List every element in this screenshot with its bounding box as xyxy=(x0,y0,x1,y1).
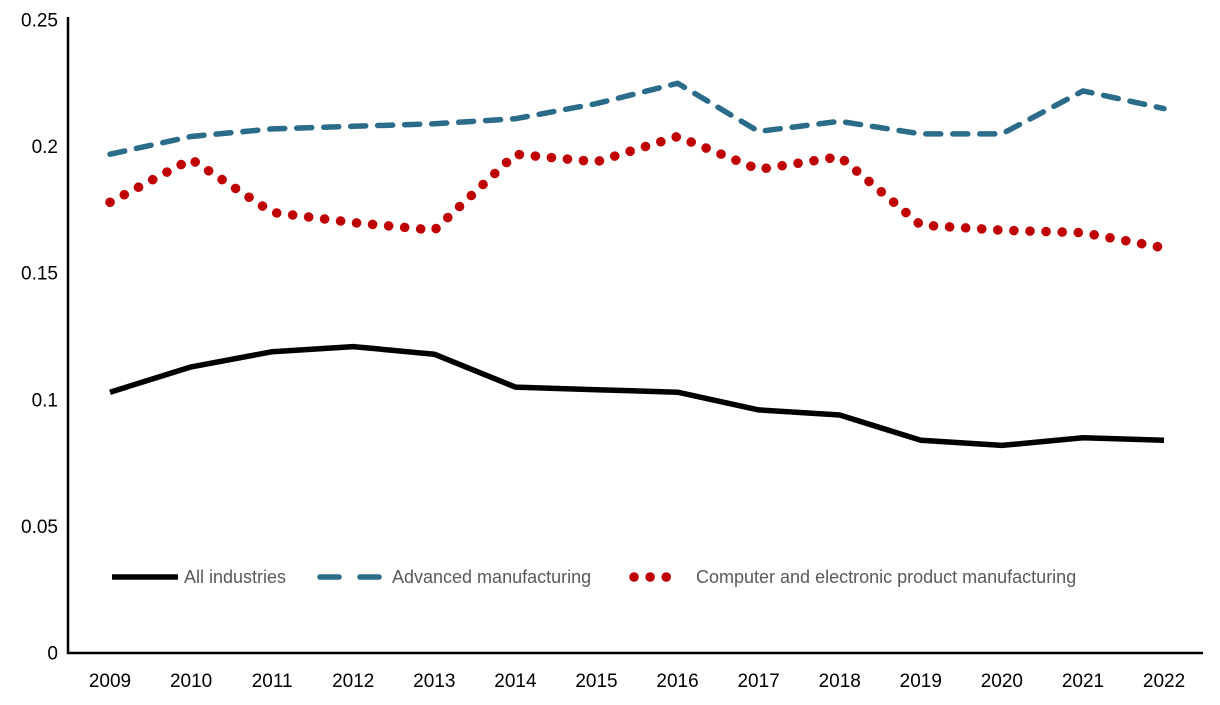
series-computer-and-electronic-product-manufacturing xyxy=(105,131,1169,253)
y-tick-label: 0.2 xyxy=(32,137,58,158)
legend-item-computer-electronic: Computer and electronic product manufact… xyxy=(629,567,1076,587)
x-tick-label: 2011 xyxy=(252,671,293,692)
x-tick-label: 2013 xyxy=(413,671,455,692)
x-tick-label: 2022 xyxy=(1143,671,1185,692)
y-tick-labels: 0 0.05 0.1 0.15 0.2 0.25 xyxy=(21,11,58,665)
x-tick-labels: 2009 2010 2011 2012 2013 2014 2015 2016 2017 2018… xyxy=(89,671,1185,692)
x-tick-label: 2018 xyxy=(819,671,861,692)
y-axis: 0 0.05 0.1 0.15 0.2 0.25 xyxy=(21,11,70,665)
y-tick-label: 0 xyxy=(47,644,58,665)
x-axis: 2009 2010 2011 2012 2013 2014 2015 2016 2017 2018… xyxy=(67,651,1203,692)
legend-label-advanced-manufacturing: Advanced manufacturing xyxy=(392,567,591,587)
x-tick-label: 2019 xyxy=(900,671,942,692)
legend: All industries Advanced manufacturing Co… xyxy=(112,567,1076,587)
x-tick-label: 2009 xyxy=(89,671,131,692)
x-tick-label: 2020 xyxy=(981,671,1023,692)
x-tick-label: 2017 xyxy=(737,671,779,692)
x-tick-label: 2010 xyxy=(170,671,212,692)
legend-label-all-industries: All industries xyxy=(184,567,286,587)
y-tick-label: 0.05 xyxy=(21,517,58,538)
x-tick-label: 2016 xyxy=(656,671,698,692)
x-tick-label: 2012 xyxy=(332,671,374,692)
plot-series xyxy=(105,80,1169,449)
y-tick-label: 0.15 xyxy=(21,264,58,285)
legend-item-advanced-manufacturing: Advanced manufacturing xyxy=(317,567,591,587)
series-advanced-manufacturing xyxy=(107,80,1167,157)
x-tick-label: 2021 xyxy=(1062,671,1104,692)
x-tick-label: 2014 xyxy=(494,671,537,692)
legend-label-computer-electronic: Computer and electronic product manufact… xyxy=(696,567,1076,587)
x-tick-label: 2015 xyxy=(575,671,617,692)
series-all-industries xyxy=(109,343,1165,449)
y-tick-label: 0.1 xyxy=(32,390,58,411)
y-tick-label: 0.25 xyxy=(21,11,58,32)
legend-item-all-industries: All industries xyxy=(112,567,286,587)
